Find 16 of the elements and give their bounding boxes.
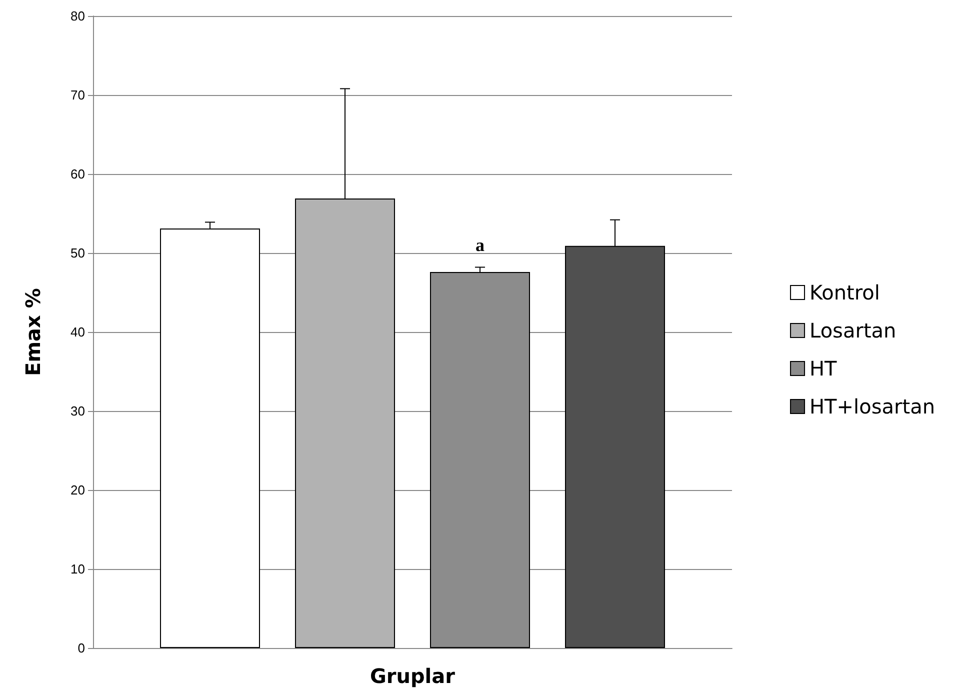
x-axis-title: Gruplar (370, 664, 456, 688)
annotation: a (476, 235, 484, 256)
y-tick-label: 50 (70, 246, 85, 260)
legend-label: Losartan (810, 318, 896, 342)
y-tick-label: 30 (70, 404, 85, 418)
y-tick-label: 10 (70, 562, 85, 576)
y-tick-label: 0 (78, 640, 85, 656)
legend-label: HT (810, 356, 838, 380)
legend-label: Kontrol (810, 280, 880, 304)
legend-label: HT+losartan (810, 394, 936, 418)
y-tick-label: 40 (70, 324, 85, 340)
y-axis-title: Emax % (21, 288, 45, 376)
y-tick-label: 80 (70, 8, 85, 24)
y-tick-label: 70 (70, 88, 85, 102)
y-tick-label: 60 (70, 166, 85, 182)
y-tick-label: 20 (70, 482, 85, 498)
